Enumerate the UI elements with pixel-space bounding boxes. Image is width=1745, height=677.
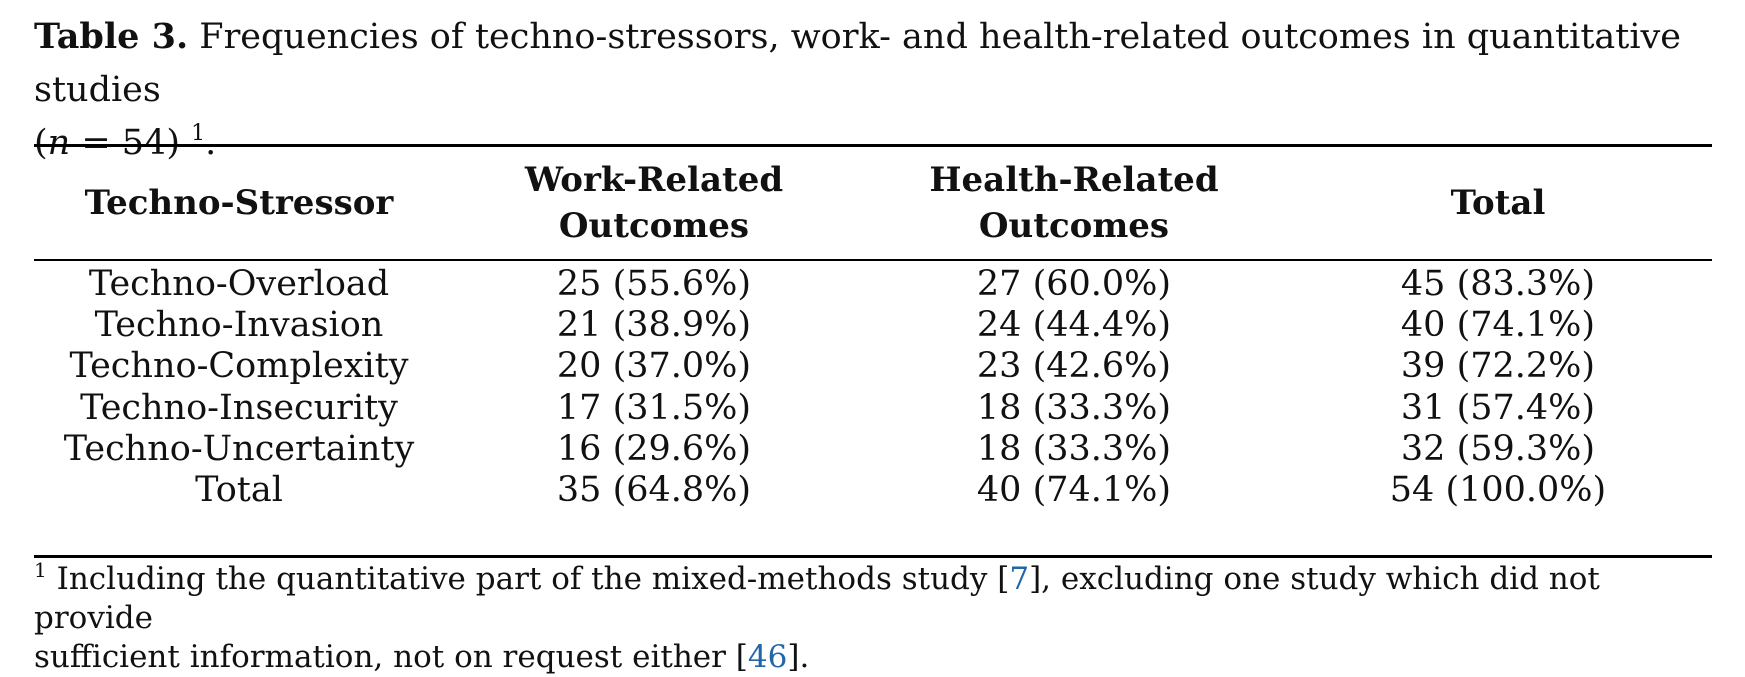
top-rule bbox=[34, 144, 1712, 147]
table-caption: Table 3. Frequencies of techno-stressors… bbox=[34, 10, 1714, 170]
header-health-related: Health-Related Outcomes bbox=[929, 160, 1219, 246]
footnote-text: ]. bbox=[787, 639, 810, 675]
footnote-text: ], excluding one study which did not pro… bbox=[34, 561, 1600, 636]
cell-total: 54 (100.0%) bbox=[1389, 470, 1607, 510]
cell-stressor: Techno-Insecurity bbox=[80, 387, 398, 428]
header-total: Total bbox=[1450, 183, 1546, 223]
header-rule bbox=[34, 259, 1712, 261]
footnote-text: Including the quantitative part of the m… bbox=[46, 561, 1010, 597]
cell-stressor: Techno-Overload bbox=[88, 264, 390, 304]
caption-period: . bbox=[205, 123, 217, 163]
cell-health-related: 18 (33.3%) bbox=[976, 387, 1172, 428]
cell-total: 45 (83.3%) bbox=[1400, 264, 1596, 304]
caption-label: Table 3. bbox=[34, 16, 189, 57]
header-techno-stressor: Techno-Stressor bbox=[84, 183, 394, 223]
cell-health-related: 24 (44.4%) bbox=[976, 305, 1172, 346]
cell-stressor: Total bbox=[195, 470, 283, 510]
cell-stressor: Techno-Complexity bbox=[69, 346, 409, 387]
cell-total: 39 (72.2%) bbox=[1400, 346, 1596, 387]
footnote-text: sufficient information, not on request e… bbox=[34, 639, 748, 675]
cell-total: 40 (74.1%) bbox=[1400, 305, 1596, 346]
table-page: Table 3. Frequencies of techno-stressors… bbox=[34, 10, 1714, 675]
caption-n-value: = 54) bbox=[70, 123, 180, 163]
cell-work-related: 21 (38.9%) bbox=[556, 305, 752, 346]
bottom-rule bbox=[34, 555, 1712, 558]
caption-paren: ( bbox=[34, 123, 48, 163]
cell-health-related: 27 (60.0%) bbox=[976, 264, 1172, 304]
cell-total: 31 (57.4%) bbox=[1400, 387, 1596, 428]
cell-stressor: Techno-Invasion bbox=[94, 305, 384, 346]
cell-work-related: 25 (55.6%) bbox=[556, 264, 752, 304]
cell-work-related: 16 (29.6%) bbox=[556, 428, 752, 469]
cell-health-related: 18 (33.3%) bbox=[976, 428, 1172, 469]
header-work-related: Work-Related Outcomes bbox=[524, 160, 784, 246]
cell-work-related: 35 (64.8%) bbox=[556, 470, 752, 510]
cell-work-related: 17 (31.5%) bbox=[556, 387, 752, 428]
citation-link-46[interactable]: 46 bbox=[747, 639, 788, 675]
table-footnote: 1 Including the quantitative part of the… bbox=[34, 560, 1724, 677]
footnote-marker: 1 bbox=[34, 558, 47, 582]
caption-n-symbol: n bbox=[47, 123, 71, 163]
cell-work-related: 20 (37.0%) bbox=[556, 346, 752, 387]
cell-health-related: 23 (42.6%) bbox=[976, 346, 1172, 387]
cell-health-related: 40 (74.1%) bbox=[976, 470, 1172, 510]
citation-link-7[interactable]: 7 bbox=[1009, 561, 1030, 597]
cell-total: 32 (59.3%) bbox=[1400, 428, 1596, 469]
cell-stressor: Techno-Uncertainty bbox=[63, 428, 415, 469]
caption-text: Frequencies of techno-stressors, work- a… bbox=[34, 17, 1682, 110]
caption-footnote-marker: 1 bbox=[191, 121, 206, 146]
